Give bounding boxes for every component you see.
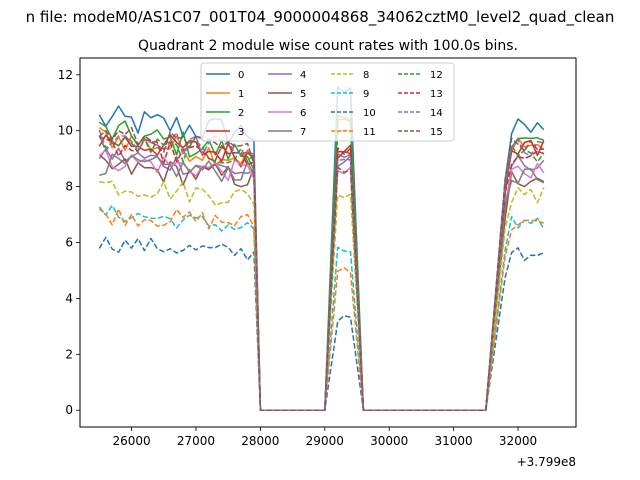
series-line-15: [98, 126, 544, 411]
legend-label-14: 14: [430, 108, 443, 119]
legend-label-0: 0: [238, 70, 244, 81]
series-line-8: [99, 180, 545, 411]
y-tick-label: 12: [58, 68, 73, 82]
series-line-12: [98, 128, 545, 411]
y-tick-label: 8: [65, 180, 73, 194]
legend-label-4: 4: [300, 70, 306, 81]
x-tick-label: 31000: [435, 434, 473, 448]
series-line-14: [98, 129, 544, 411]
legend-box: [200, 62, 455, 142]
x-tick-label: 28000: [241, 434, 279, 448]
legend-label-8: 8: [363, 70, 369, 81]
legend-label-9: 9: [363, 89, 369, 100]
legend-label-13: 13: [430, 89, 443, 100]
legend-label-15: 15: [430, 127, 443, 138]
x-offset-label: +3.799e8: [517, 455, 576, 469]
chart-title: Quadrant 2 module wise count rates with …: [138, 38, 518, 54]
y-tick-label: 4: [65, 291, 73, 305]
legend-label-6: 6: [300, 108, 306, 119]
x-tick-label: 26000: [112, 434, 150, 448]
series-line-13: [99, 135, 545, 411]
y-tick-label: 0: [65, 403, 73, 417]
series-line-2: [98, 118, 545, 411]
legend-label-7: 7: [300, 127, 306, 138]
x-axis: 26000 27000 28000 29000 30000 31000 32000: [112, 427, 537, 448]
y-tick-label: 2: [65, 347, 73, 361]
legend-label-2: 2: [238, 108, 244, 119]
chart-suptitle: n file: modeM0/AS1C07_001T04_9000004868_…: [26, 8, 615, 27]
x-tick-label: 29000: [306, 434, 344, 448]
legend-label-5: 5: [300, 89, 306, 100]
legend-label-1: 1: [238, 89, 244, 100]
plot-lines: [98, 86, 545, 411]
series-line-9: [98, 204, 545, 411]
series-line-7: [99, 153, 545, 411]
series-line-11: [98, 208, 545, 411]
x-tick-label: 32000: [499, 434, 537, 448]
legend-label-11: 11: [363, 127, 376, 138]
legend-label-10: 10: [363, 108, 376, 119]
legend-label-3: 3: [238, 127, 244, 138]
x-tick-label: 30000: [370, 434, 408, 448]
series-line-10: [98, 236, 545, 411]
y-tick-label: 6: [65, 236, 73, 250]
y-tick-label: 10: [58, 124, 73, 138]
series-line-5: [98, 151, 545, 411]
y-axis: 0 2 4 6 8 10 12: [58, 68, 80, 417]
x-tick-label: 27000: [177, 434, 215, 448]
legend-label-12: 12: [430, 70, 443, 81]
